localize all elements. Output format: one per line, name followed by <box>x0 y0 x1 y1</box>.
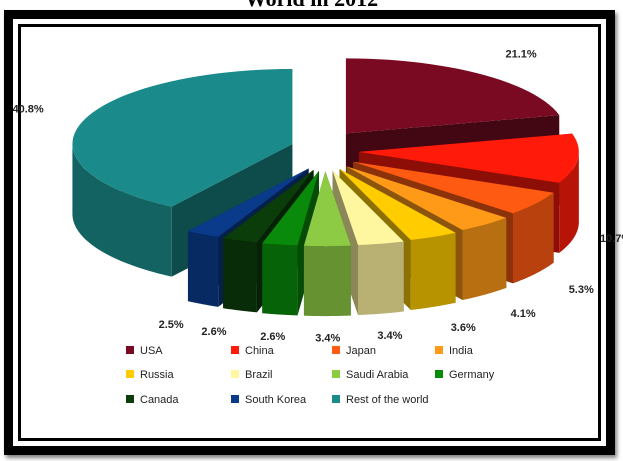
legend-swatch <box>332 370 340 378</box>
legend-swatch <box>126 395 134 403</box>
data-label-india: 4.1% <box>511 308 536 320</box>
pie-slice-wall <box>513 192 554 284</box>
data-label-japan: 5.3% <box>569 284 594 296</box>
pie-slice-wall <box>358 241 404 316</box>
legend-item-japan: Japan <box>332 345 376 357</box>
legend-swatch <box>126 346 134 354</box>
legend-label: India <box>449 345 474 357</box>
legend-label: Rest of the world <box>346 394 429 406</box>
pie-slice-top <box>358 133 579 183</box>
pie-slice-top <box>346 166 507 231</box>
legend-item-south-korea: South Korea <box>231 394 307 406</box>
pie-slice-wall <box>410 232 456 311</box>
chart-title-strip: World in 2012 <box>0 0 623 12</box>
data-label-rest-of-the-world: 40.8% <box>12 104 43 116</box>
pie-slice-wall <box>223 238 257 313</box>
data-label-south-korea: 2.5% <box>159 319 184 331</box>
legend-swatch <box>435 346 443 354</box>
data-label-germany: 2.6% <box>260 331 285 343</box>
pie-slice-wall <box>559 151 579 253</box>
legend: USA China Japan India Russia Brazil Saudi Arab… <box>126 345 495 406</box>
data-label-russia: 3.6% <box>451 322 476 334</box>
legend-label: Brazil <box>245 369 273 381</box>
legend-label: Russia <box>140 369 175 381</box>
data-label-china: 10.7% <box>600 233 623 245</box>
pie-slice-wall <box>262 243 298 316</box>
pie-slice-wall <box>72 143 172 277</box>
pie-slice-top <box>223 169 314 243</box>
legend-swatch <box>332 346 340 354</box>
legend-label: South Korea <box>245 394 307 406</box>
legend-swatch <box>231 395 239 403</box>
pie-slice-top <box>262 170 319 246</box>
pie-slice-top <box>339 169 456 241</box>
data-label-saudi-arabia: 3.4% <box>315 333 340 345</box>
legend-swatch <box>231 370 239 378</box>
legend-swatch <box>231 346 239 354</box>
legend-label: Canada <box>140 394 179 406</box>
legend-label: China <box>245 345 275 357</box>
legend-swatch <box>126 370 134 378</box>
legend-label: Germany <box>449 369 495 381</box>
legend-item-canada: Canada <box>126 394 179 406</box>
pie-slice-top <box>332 170 404 246</box>
legend-item-saudi-arabia: Saudi Arabia <box>332 369 409 381</box>
legend-label: Saudi Arabia <box>346 369 409 381</box>
legend-item-germany: Germany <box>435 369 495 381</box>
pie-layer <box>72 58 579 317</box>
legend-item-brazil: Brazil <box>231 369 273 381</box>
pie-slice-wall <box>187 231 219 307</box>
legend-label: USA <box>140 345 163 357</box>
legend-item-russia: Russia <box>126 369 175 381</box>
chart-title: World in 2012 <box>0 0 623 12</box>
pie-slice-top <box>187 168 309 237</box>
legend-item-rest-of-the-world: Rest of the world <box>332 394 429 406</box>
legend-item-usa: USA <box>126 345 163 357</box>
legend-item-india: India <box>435 345 474 357</box>
pie-slice-wall <box>462 217 507 301</box>
pie-slice-top <box>72 68 293 207</box>
pie-slice-saudi-arabia <box>303 171 351 317</box>
data-labels: 21.1% 10.7% 5.3% 4.1% 3.6% 3.4% 3.4% 2.6% 2.6% 2.… <box>12 49 623 345</box>
legend-swatch <box>435 370 443 378</box>
data-label-usa: 21.1% <box>506 49 537 61</box>
legend-label: Japan <box>346 345 376 357</box>
legend-item-china: China <box>231 345 275 357</box>
pie-slice-top <box>353 161 554 214</box>
pie-slice-wall <box>303 245 351 317</box>
pie-slice-top <box>303 171 351 247</box>
data-label-canada: 2.6% <box>201 326 226 338</box>
legend-swatch <box>332 395 340 403</box>
data-label-brazil: 3.4% <box>377 330 402 342</box>
pie-slice-top <box>345 58 560 134</box>
